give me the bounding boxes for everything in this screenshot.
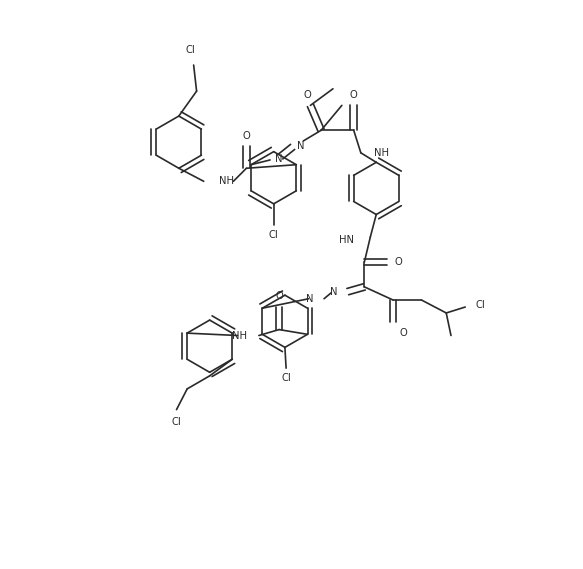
Text: O: O	[350, 90, 357, 100]
Text: O: O	[275, 291, 283, 302]
Text: Cl: Cl	[269, 230, 279, 240]
Text: O: O	[395, 257, 403, 267]
Text: O: O	[400, 328, 408, 338]
Text: HN: HN	[339, 235, 354, 245]
Text: N: N	[275, 154, 282, 164]
Text: N: N	[297, 141, 305, 151]
Text: O: O	[243, 131, 250, 141]
Text: Cl: Cl	[476, 300, 486, 310]
Text: N: N	[329, 287, 337, 296]
Text: NH: NH	[232, 331, 247, 340]
Text: Cl: Cl	[186, 45, 195, 55]
Text: N: N	[306, 294, 314, 304]
Text: Cl: Cl	[171, 417, 181, 427]
Text: O: O	[304, 90, 311, 100]
Text: NH: NH	[374, 148, 389, 158]
Text: Cl: Cl	[281, 373, 291, 383]
Text: NH: NH	[219, 176, 234, 186]
